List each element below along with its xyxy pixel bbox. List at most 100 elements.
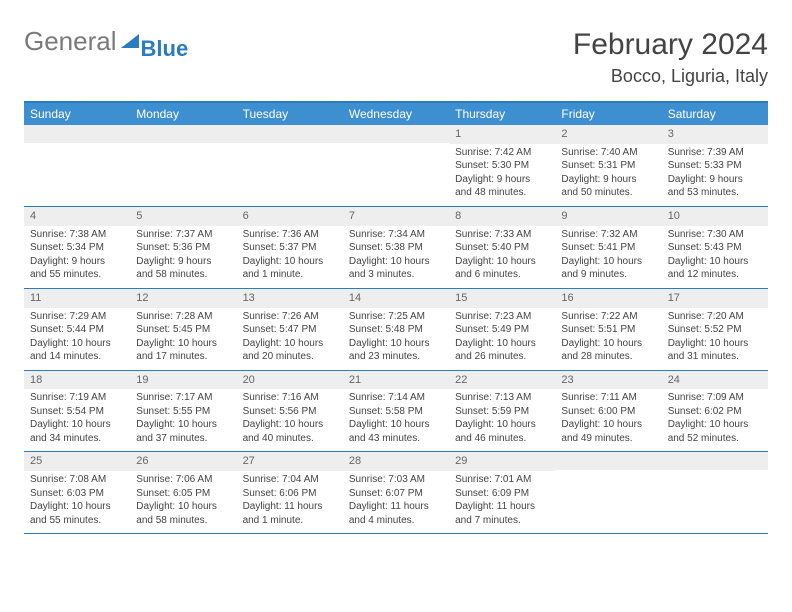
day-cell-14: 14Sunrise: 7:25 AMSunset: 5:48 PMDayligh… bbox=[343, 289, 449, 370]
day-cell-5: 5Sunrise: 7:37 AMSunset: 5:36 PMDaylight… bbox=[130, 207, 236, 288]
day-body: Sunrise: 7:26 AMSunset: 5:47 PMDaylight:… bbox=[237, 308, 343, 370]
day-day2: and 46 minutes. bbox=[455, 432, 549, 446]
day-day1: Daylight: 10 hours bbox=[668, 418, 762, 432]
day-sunset: Sunset: 6:09 PM bbox=[455, 487, 549, 501]
day-day1: Daylight: 10 hours bbox=[561, 418, 655, 432]
day-sunset: Sunset: 5:43 PM bbox=[668, 241, 762, 255]
day-day2: and 1 minute. bbox=[243, 514, 337, 528]
day-number: 3 bbox=[662, 125, 768, 144]
location: Bocco, Liguria, Italy bbox=[573, 66, 768, 87]
day-day2: and 55 minutes. bbox=[30, 514, 124, 528]
day-cell-20: 20Sunrise: 7:16 AMSunset: 5:56 PMDayligh… bbox=[237, 371, 343, 452]
day-day2: and 9 minutes. bbox=[561, 268, 655, 282]
day-day1: Daylight: 11 hours bbox=[455, 500, 549, 514]
day-day2: and 23 minutes. bbox=[349, 350, 443, 364]
day-day2: and 53 minutes. bbox=[668, 186, 762, 200]
day-sunrise: Sunrise: 7:08 AM bbox=[30, 473, 124, 487]
calendar: SundayMondayTuesdayWednesdayThursdayFrid… bbox=[24, 101, 768, 534]
day-day1: Daylight: 9 hours bbox=[668, 173, 762, 187]
day-sunrise: Sunrise: 7:23 AM bbox=[455, 310, 549, 324]
day-body: Sunrise: 7:29 AMSunset: 5:44 PMDaylight:… bbox=[24, 308, 130, 370]
title-block: February 2024 Bocco, Liguria, Italy bbox=[573, 28, 768, 87]
day-day2: and 17 minutes. bbox=[136, 350, 230, 364]
day-cell-25: 25Sunrise: 7:08 AMSunset: 6:03 PMDayligh… bbox=[24, 452, 130, 533]
logo: General Blue bbox=[24, 28, 188, 54]
day-number: 17 bbox=[662, 289, 768, 308]
day-number: 2 bbox=[555, 125, 661, 144]
day-day1: Daylight: 9 hours bbox=[455, 173, 549, 187]
day-sunset: Sunset: 6:05 PM bbox=[136, 487, 230, 501]
day-number: 21 bbox=[343, 371, 449, 390]
day-sunrise: Sunrise: 7:04 AM bbox=[243, 473, 337, 487]
day-sunrise: Sunrise: 7:09 AM bbox=[668, 391, 762, 405]
day-sunset: Sunset: 6:00 PM bbox=[561, 405, 655, 419]
day-number: 12 bbox=[130, 289, 236, 308]
day-sunset: Sunset: 6:03 PM bbox=[30, 487, 124, 501]
day-day2: and 58 minutes. bbox=[136, 268, 230, 282]
day-sunrise: Sunrise: 7:25 AM bbox=[349, 310, 443, 324]
day-body bbox=[237, 143, 343, 197]
day-day2: and 58 minutes. bbox=[136, 514, 230, 528]
day-cell-10: 10Sunrise: 7:30 AMSunset: 5:43 PMDayligh… bbox=[662, 207, 768, 288]
day-body: Sunrise: 7:30 AMSunset: 5:43 PMDaylight:… bbox=[662, 226, 768, 288]
day-number: 24 bbox=[662, 371, 768, 390]
day-sunset: Sunset: 6:07 PM bbox=[349, 487, 443, 501]
day-sunrise: Sunrise: 7:32 AM bbox=[561, 228, 655, 242]
day-body: Sunrise: 7:20 AMSunset: 5:52 PMDaylight:… bbox=[662, 308, 768, 370]
day-body: Sunrise: 7:34 AMSunset: 5:38 PMDaylight:… bbox=[343, 226, 449, 288]
day-cell-26: 26Sunrise: 7:06 AMSunset: 6:05 PMDayligh… bbox=[130, 452, 236, 533]
day-number: 13 bbox=[237, 289, 343, 308]
day-number: 18 bbox=[24, 371, 130, 390]
day-day1: Daylight: 10 hours bbox=[455, 418, 549, 432]
day-number: 20 bbox=[237, 371, 343, 390]
day-cell-2: 2Sunrise: 7:40 AMSunset: 5:31 PMDaylight… bbox=[555, 125, 661, 206]
day-sunset: Sunset: 5:38 PM bbox=[349, 241, 443, 255]
day-number bbox=[662, 452, 768, 470]
day-number: 22 bbox=[449, 371, 555, 390]
day-day1: Daylight: 10 hours bbox=[455, 255, 549, 269]
day-number bbox=[24, 125, 130, 143]
day-day1: Daylight: 10 hours bbox=[668, 337, 762, 351]
day-day1: Daylight: 10 hours bbox=[136, 418, 230, 432]
weekday-saturday: Saturday bbox=[662, 103, 768, 125]
day-day2: and 1 minute. bbox=[243, 268, 337, 282]
day-number: 27 bbox=[237, 452, 343, 471]
day-body: Sunrise: 7:01 AMSunset: 6:09 PMDaylight:… bbox=[449, 471, 555, 533]
day-day1: Daylight: 10 hours bbox=[349, 255, 443, 269]
day-day2: and 3 minutes. bbox=[349, 268, 443, 282]
day-number: 7 bbox=[343, 207, 449, 226]
day-day1: Daylight: 11 hours bbox=[243, 500, 337, 514]
day-body bbox=[662, 470, 768, 524]
day-cell-18: 18Sunrise: 7:19 AMSunset: 5:54 PMDayligh… bbox=[24, 371, 130, 452]
day-cell-19: 19Sunrise: 7:17 AMSunset: 5:55 PMDayligh… bbox=[130, 371, 236, 452]
day-cell-27: 27Sunrise: 7:04 AMSunset: 6:06 PMDayligh… bbox=[237, 452, 343, 533]
day-day2: and 40 minutes. bbox=[243, 432, 337, 446]
weekday-tuesday: Tuesday bbox=[237, 103, 343, 125]
day-sunset: Sunset: 5:48 PM bbox=[349, 323, 443, 337]
day-sunset: Sunset: 5:41 PM bbox=[561, 241, 655, 255]
day-cell-empty bbox=[237, 125, 343, 206]
day-sunrise: Sunrise: 7:28 AM bbox=[136, 310, 230, 324]
day-number: 15 bbox=[449, 289, 555, 308]
day-body: Sunrise: 7:17 AMSunset: 5:55 PMDaylight:… bbox=[130, 389, 236, 451]
day-body: Sunrise: 7:09 AMSunset: 6:02 PMDaylight:… bbox=[662, 389, 768, 451]
day-cell-3: 3Sunrise: 7:39 AMSunset: 5:33 PMDaylight… bbox=[662, 125, 768, 206]
day-sunrise: Sunrise: 7:01 AM bbox=[455, 473, 549, 487]
day-day1: Daylight: 10 hours bbox=[561, 255, 655, 269]
day-day1: Daylight: 10 hours bbox=[30, 500, 124, 514]
day-day1: Daylight: 10 hours bbox=[30, 418, 124, 432]
day-number: 28 bbox=[343, 452, 449, 471]
day-body: Sunrise: 7:36 AMSunset: 5:37 PMDaylight:… bbox=[237, 226, 343, 288]
day-body: Sunrise: 7:04 AMSunset: 6:06 PMDaylight:… bbox=[237, 471, 343, 533]
day-body bbox=[130, 143, 236, 197]
day-day1: Daylight: 10 hours bbox=[243, 255, 337, 269]
day-sunset: Sunset: 5:34 PM bbox=[30, 241, 124, 255]
day-sunrise: Sunrise: 7:19 AM bbox=[30, 391, 124, 405]
day-sunrise: Sunrise: 7:34 AM bbox=[349, 228, 443, 242]
day-sunrise: Sunrise: 7:38 AM bbox=[30, 228, 124, 242]
day-body: Sunrise: 7:03 AMSunset: 6:07 PMDaylight:… bbox=[343, 471, 449, 533]
day-cell-9: 9Sunrise: 7:32 AMSunset: 5:41 PMDaylight… bbox=[555, 207, 661, 288]
day-day2: and 37 minutes. bbox=[136, 432, 230, 446]
day-day1: Daylight: 10 hours bbox=[455, 337, 549, 351]
day-day2: and 26 minutes. bbox=[455, 350, 549, 364]
